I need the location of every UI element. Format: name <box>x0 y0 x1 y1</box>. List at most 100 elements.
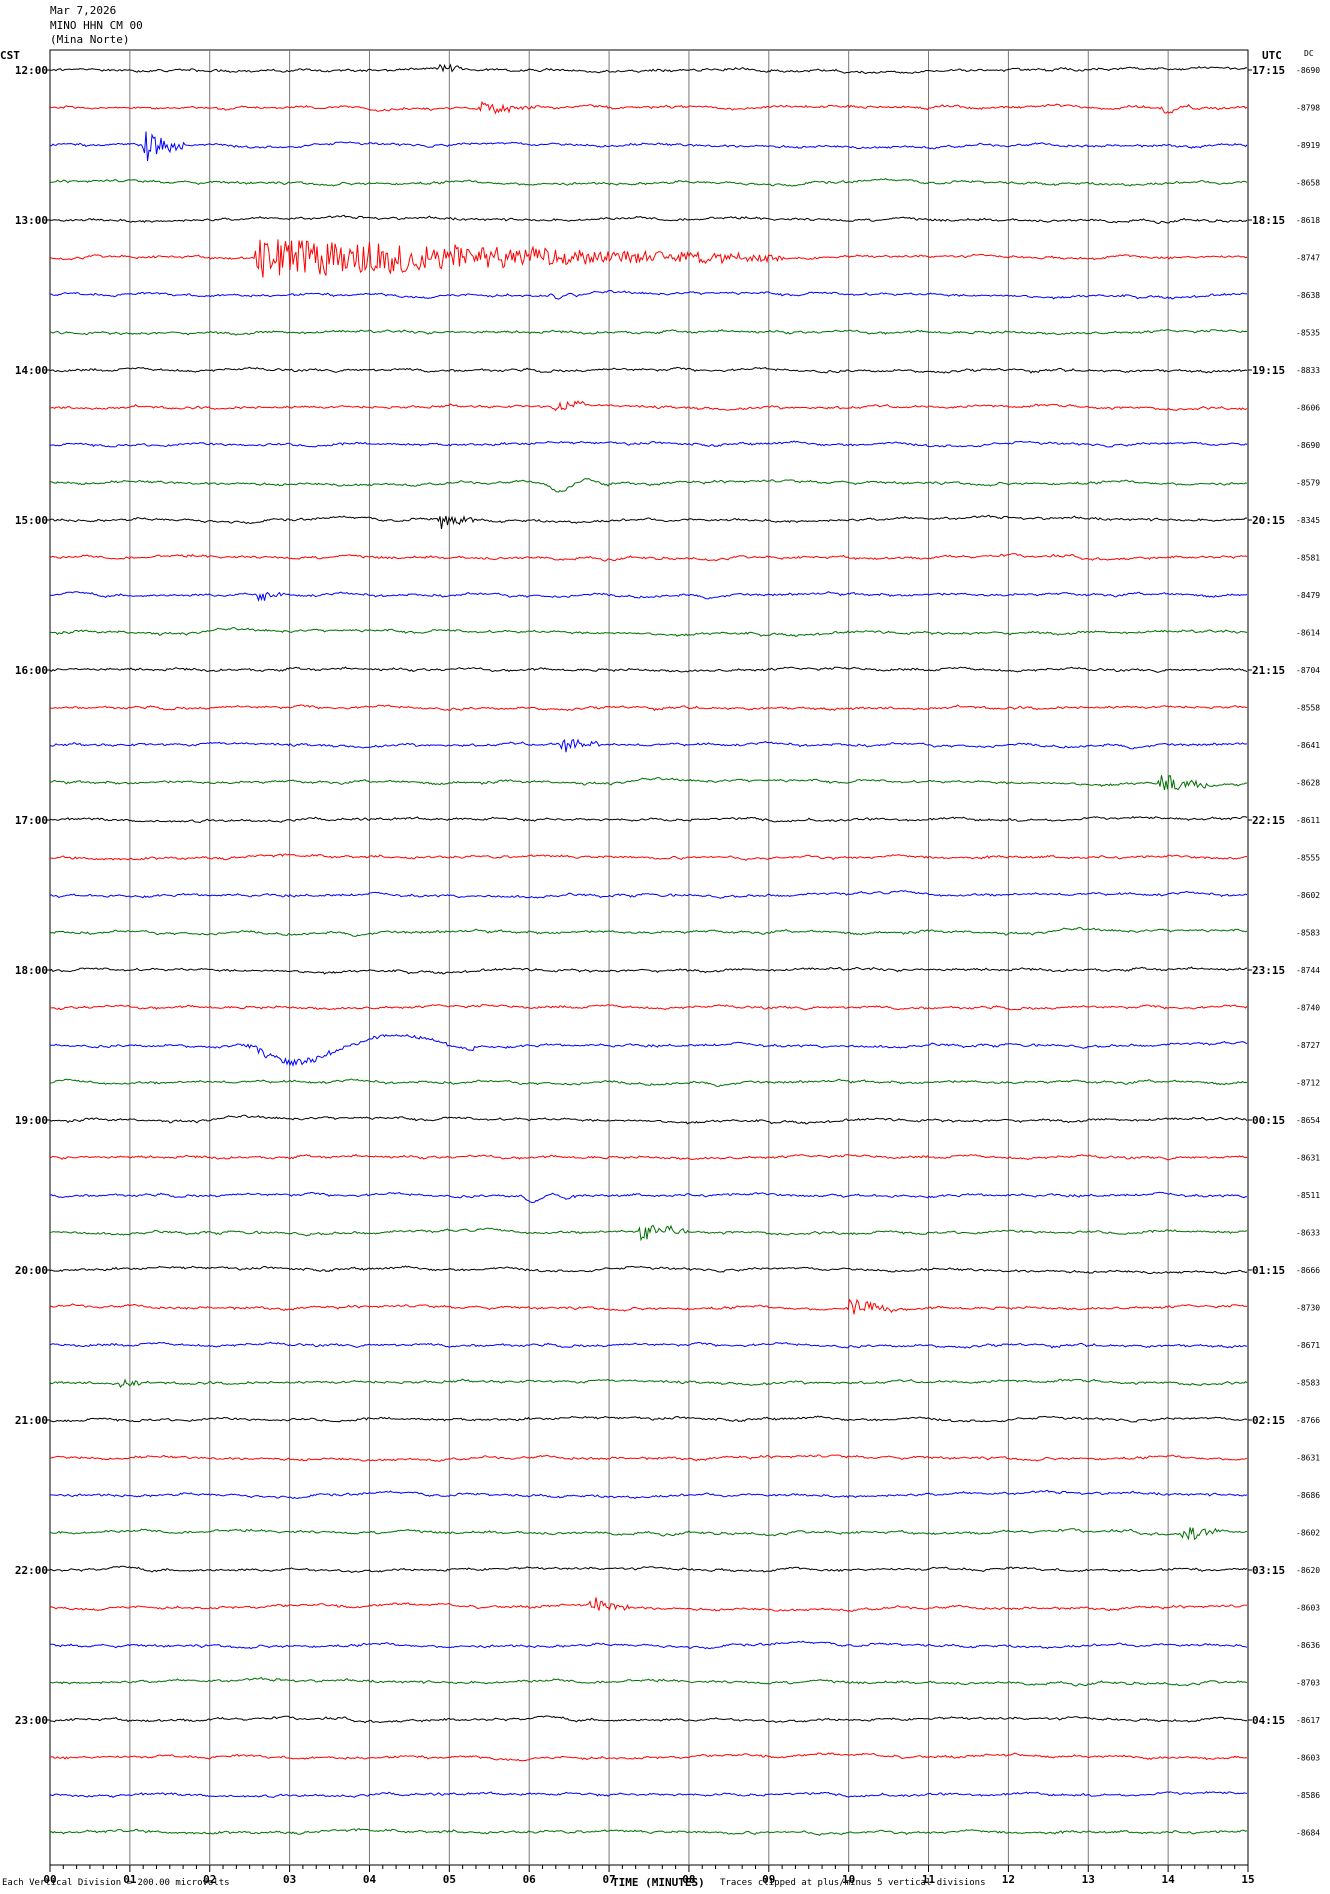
trace-line <box>49 775 1248 791</box>
cst-hour-label: 12:00 <box>15 64 48 77</box>
x-tick-label: 00 <box>43 1873 56 1886</box>
cst-hour-label: 19:00 <box>15 1114 48 1127</box>
dc-offset-label: -8833 <box>1296 366 1320 375</box>
x-tick-label: 12 <box>1002 1873 1015 1886</box>
cst-hour-label: 17:00 <box>15 814 48 827</box>
utc-hour-label: 22:15 <box>1252 814 1285 827</box>
utc-hour-label: 17:15 <box>1252 64 1285 77</box>
dc-offset-label: -8620 <box>1296 1566 1320 1575</box>
x-tick-label: 14 <box>1162 1873 1176 1886</box>
x-tick-label: 15 <box>1241 1873 1254 1886</box>
dc-offset-label: -8658 <box>1296 179 1320 188</box>
dc-offset-label: -8618 <box>1296 216 1320 225</box>
dc-offset-label: -8766 <box>1296 1416 1320 1425</box>
header-date: Mar 7,2026 <box>50 4 117 17</box>
trace-line <box>50 440 1248 448</box>
trace-line <box>49 100 1248 115</box>
trace-line <box>49 1033 1248 1067</box>
dc-offset-label: -8684 <box>1296 1829 1320 1838</box>
header-station: MINO HHN CM 00 <box>50 19 143 32</box>
x-axis-label: TIME (MINUTES) <box>612 1876 705 1889</box>
cst-hour-label: 16:00 <box>15 664 48 677</box>
dc-header-label: DC <box>1304 49 1314 58</box>
trace-line <box>49 1114 1248 1125</box>
x-tick-label: 11 <box>922 1873 936 1886</box>
dc-offset-label: -8614 <box>1296 629 1320 638</box>
scale-note: Each Vertical Division = 200.00 microvol… <box>2 1878 230 1888</box>
x-tick-label: 05 <box>443 1873 456 1886</box>
dc-offset-label: -8606 <box>1296 404 1320 413</box>
trace-line <box>50 1078 1248 1087</box>
cst-hour-label: 21:00 <box>15 1414 48 1427</box>
trace-line <box>49 1454 1248 1462</box>
trace-line <box>49 366 1248 374</box>
utc-hour-label: 01:15 <box>1252 1264 1285 1277</box>
trace-line <box>49 239 1248 278</box>
cst-hour-label: 13:00 <box>15 214 48 227</box>
left-timezone-label: CST <box>0 49 20 62</box>
dc-offset-label: -8686 <box>1296 1491 1320 1500</box>
dc-offset-label: -8704 <box>1296 666 1320 675</box>
trace-line <box>49 1828 1248 1836</box>
x-tick-label: 01 <box>123 1873 137 1886</box>
x-tick-label: 08 <box>682 1873 695 1886</box>
utc-hour-label: 23:15 <box>1252 964 1285 977</box>
x-tick-label: 13 <box>1082 1873 1095 1886</box>
dc-offset-label: -8631 <box>1296 1454 1320 1463</box>
trace-line <box>49 927 1248 937</box>
trace-line <box>49 477 1248 493</box>
trace-line <box>49 666 1248 673</box>
trace-line <box>49 1415 1248 1423</box>
dc-offset-label: -8631 <box>1296 1154 1320 1163</box>
plot-frame <box>49 49 1249 1866</box>
cst-hour-label: 20:00 <box>15 1264 48 1277</box>
cst-hour-label: 14:00 <box>15 364 48 377</box>
dc-offset-label: -8919 <box>1296 141 1320 150</box>
trace-line <box>49 290 1248 300</box>
trace-line <box>49 214 1248 225</box>
trace-line <box>49 853 1248 861</box>
dc-offset-label: -8654 <box>1296 1116 1320 1125</box>
dc-offset-label: -8633 <box>1296 1229 1320 1238</box>
trace-line <box>49 704 1248 712</box>
trace-line <box>49 1341 1248 1349</box>
dc-offset-label: -8727 <box>1296 1041 1320 1050</box>
dc-offset-label: -8690 <box>1296 441 1320 450</box>
utc-hour-label: 03:15 <box>1252 1564 1285 1577</box>
trace-line <box>49 1191 1248 1204</box>
trace-line <box>49 1791 1248 1799</box>
dc-offset-label: -8638 <box>1296 291 1320 300</box>
dc-offset-label: -8583 <box>1296 929 1320 938</box>
x-tick-label: 07 <box>602 1873 615 1886</box>
trace-line <box>49 1597 1248 1612</box>
dc-offset-label: -8581 <box>1296 554 1320 563</box>
trace-line <box>49 738 1248 753</box>
trace-line <box>49 1298 1248 1315</box>
utc-hour-label: 04:15 <box>1252 1714 1285 1727</box>
dc-offset-label: -8617 <box>1296 1716 1320 1725</box>
x-tick-label: 03 <box>283 1873 296 1886</box>
trace-line <box>50 131 1248 162</box>
trace-line <box>49 514 1248 530</box>
dc-offset-label: -8712 <box>1296 1079 1320 1088</box>
trace-line <box>49 1378 1248 1389</box>
trace-line <box>50 1489 1248 1500</box>
trace-line <box>49 1527 1248 1541</box>
trace-line <box>49 328 1248 336</box>
trace-line <box>49 816 1248 824</box>
dc-offset-label: -8479 <box>1296 591 1320 600</box>
trace-line <box>49 1752 1248 1762</box>
cst-hour-label: 15:00 <box>15 514 48 527</box>
dc-offset-label: -8703 <box>1296 1679 1320 1688</box>
utc-hour-label: 20:15 <box>1252 514 1285 527</box>
trace-line <box>49 1224 1248 1242</box>
x-tick-label: 02 <box>203 1873 216 1886</box>
dc-offset-label: -8740 <box>1296 1004 1320 1013</box>
dc-offset-label: -8555 <box>1296 854 1320 863</box>
trace-line <box>49 177 1248 187</box>
dc-offset-label: -8586 <box>1296 1791 1320 1800</box>
dc-offset-label: -8602 <box>1296 891 1320 900</box>
trace-line <box>49 627 1248 637</box>
dc-offset-label: -8511 <box>1296 1191 1320 1200</box>
